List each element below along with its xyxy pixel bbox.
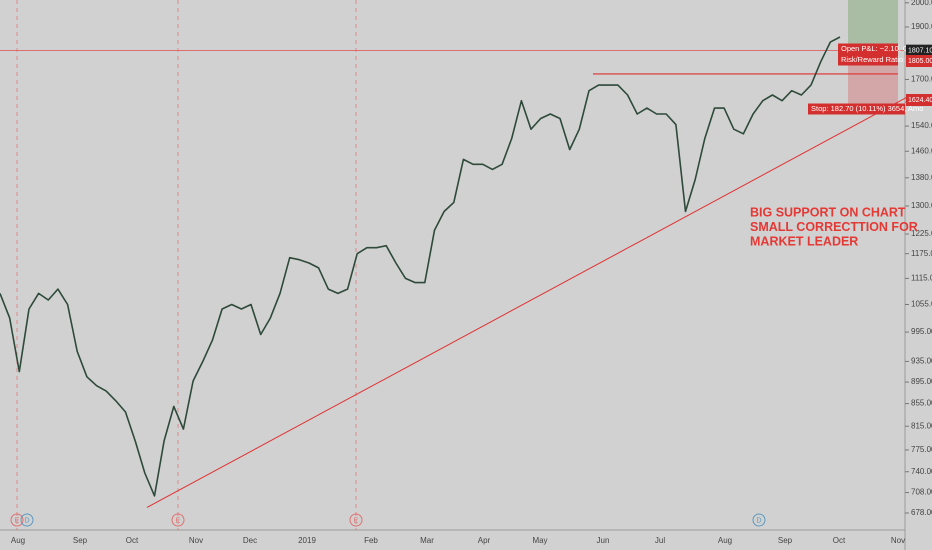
y-tick-label: 1055.00 xyxy=(911,300,932,309)
y-tick-label: 1460.00 xyxy=(911,146,932,155)
y-tick-label: 740.00 xyxy=(911,467,932,476)
x-tick-label: May xyxy=(532,536,547,545)
y-tick-label: 1175.00 xyxy=(911,249,932,258)
event-label: E xyxy=(176,517,181,524)
y-tick-label: 708.00 xyxy=(911,488,932,497)
x-tick-label: Nov xyxy=(189,536,203,545)
event-marker xyxy=(349,513,363,527)
position-label: Open P&L: −2.10, Qty: xyxy=(841,44,917,53)
annotation: BIG SUPPORT ON CHART xyxy=(750,205,906,219)
x-tick-label: Feb xyxy=(364,536,378,545)
x-tick-label: Nov xyxy=(891,536,905,545)
x-tick-label: Oct xyxy=(833,536,846,545)
price-label-box xyxy=(906,55,932,67)
annotation: MARKET LEADER xyxy=(750,234,858,248)
position-label-box xyxy=(838,43,898,55)
target-zone xyxy=(848,0,898,51)
x-tick-label: Aug xyxy=(718,536,732,545)
event-marker xyxy=(10,513,24,527)
y-tick-label: 895.00 xyxy=(911,377,932,386)
x-tick-label: 2019 xyxy=(298,536,316,545)
x-tick-label: Jul xyxy=(655,536,665,545)
annotation: SMALL CORRECTTION FOR xyxy=(750,220,918,234)
price-label: 1624.40 xyxy=(908,97,932,104)
position-label: Stop: 182.70 (10.11%) 3654, Amo xyxy=(811,104,923,113)
price-label: 1805.00 xyxy=(908,58,932,65)
x-tick-label: Sep xyxy=(778,536,793,545)
y-tick-label: 1540.00 xyxy=(911,121,932,130)
x-tick-label: Apr xyxy=(478,536,491,545)
y-tick-label: 1115.00 xyxy=(911,273,932,282)
y-tick-label: 1900.00 xyxy=(911,22,932,31)
position-label: Risk/Reward Ratio: 1.2 xyxy=(841,55,918,64)
y-tick-label: 1225.00 xyxy=(911,229,932,238)
x-tick-label: Mar xyxy=(420,536,434,545)
price-label-box xyxy=(906,94,932,106)
position-label-box xyxy=(838,54,898,66)
y-tick-label: 815.00 xyxy=(911,421,932,430)
x-tick-label: Sep xyxy=(73,536,88,545)
price-label: 1807.10 xyxy=(908,47,932,54)
y-tick-label: 1700.00 xyxy=(911,75,932,84)
y-tick-label: 1300.00 xyxy=(911,201,932,210)
position-label-box xyxy=(808,103,905,115)
event-marker xyxy=(171,513,185,527)
event-marker xyxy=(752,513,766,527)
event-label: D xyxy=(756,517,761,524)
y-tick-label: 855.00 xyxy=(911,399,932,408)
price-line xyxy=(0,36,841,497)
event-label: E xyxy=(15,517,20,524)
y-tick-label: 1380.00 xyxy=(911,173,932,182)
price-label-box xyxy=(906,44,932,57)
x-tick-label: Jun xyxy=(597,536,610,545)
event-label: D xyxy=(24,517,29,524)
y-tick-label: 775.00 xyxy=(911,445,932,454)
x-tick-label: Oct xyxy=(126,536,139,545)
event-marker xyxy=(20,513,34,527)
y-tick-label: 678.00 xyxy=(911,508,932,517)
x-tick-label: Aug xyxy=(11,536,25,545)
trend-line xyxy=(146,95,911,508)
event-label: E xyxy=(354,517,359,524)
y-tick-label: 995.00 xyxy=(911,327,932,336)
x-tick-label: Dec xyxy=(243,536,257,545)
y-tick-label: 935.00 xyxy=(911,357,932,366)
y-tick-label: 2000.00 xyxy=(911,0,932,7)
